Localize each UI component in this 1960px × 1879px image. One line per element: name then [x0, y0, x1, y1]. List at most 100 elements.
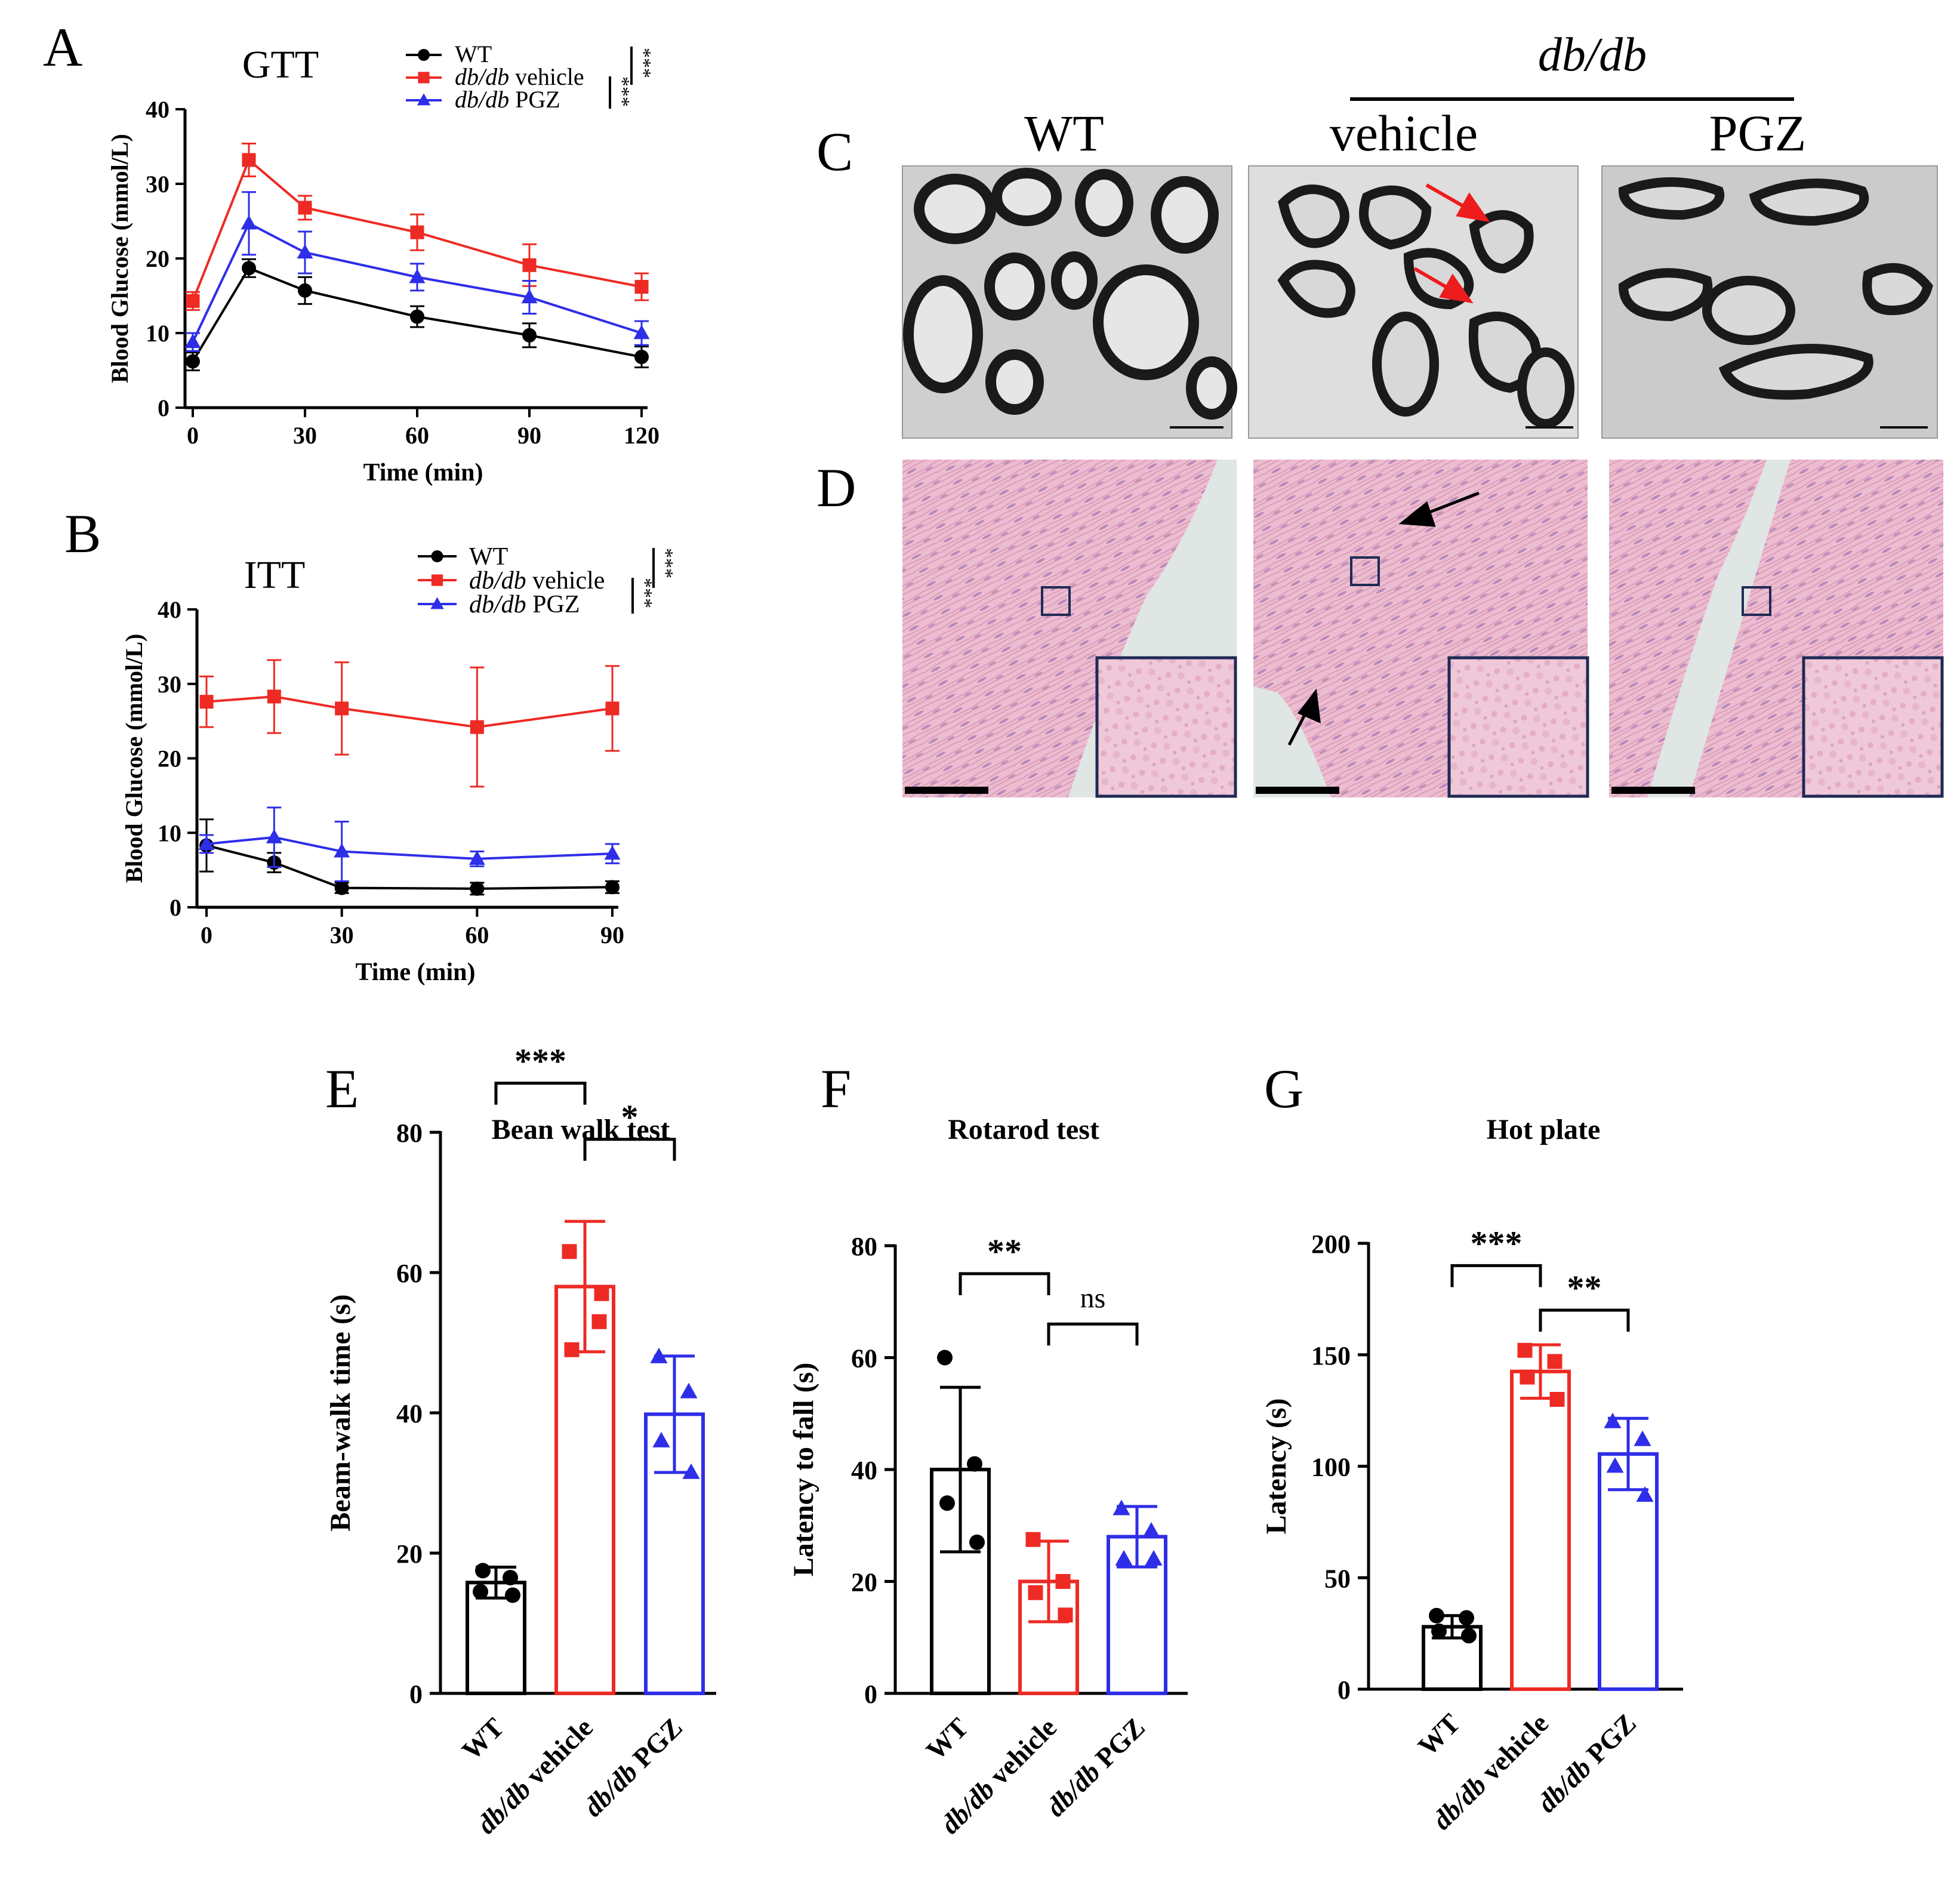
- gtt-series-vehicle: [186, 143, 649, 311]
- hot-plate-y-tick-label: 0: [1338, 1675, 1351, 1705]
- he-roi-box-pgz: [1742, 586, 1771, 616]
- beam-walk-y-tick-label: 60: [396, 1259, 423, 1288]
- gtt-point-pgz: [297, 244, 313, 259]
- hot-plate-comparison-label: ***: [1471, 1224, 1523, 1262]
- gtt-point-vehicle: [634, 279, 649, 294]
- itt-legend-vehicle-label: db/db vehicle: [469, 567, 605, 594]
- itt-x-tick-label: 60: [465, 922, 489, 948]
- itt-legend-marker-pgz: [430, 597, 444, 609]
- gtt-x-tick-label: 30: [293, 422, 317, 449]
- panel-letter-c: C: [816, 121, 853, 182]
- histology-group-label: db/db: [1538, 29, 1647, 81]
- he-scale-bar-pgz: [1611, 787, 1695, 794]
- beam-walk-point-pgz: [650, 1347, 668, 1363]
- itt-legend-wt-label: WT: [469, 543, 508, 571]
- itt-point-pgz: [334, 843, 350, 858]
- gtt-y-tick-label: 30: [146, 171, 170, 198]
- panel-letters: A B C D E F G: [43, 17, 1303, 1119]
- beam-walk-point-wt: [475, 1563, 491, 1579]
- hot-plate-y-tick-label: 50: [1324, 1564, 1351, 1593]
- rotarod-y-tick-label: 60: [851, 1344, 877, 1373]
- hot-plate-comparison-bracket: [1450, 1264, 1542, 1287]
- panel-letter-d: D: [816, 457, 856, 518]
- gtt-chart-title: GTT: [242, 43, 319, 87]
- he-inset-pgz: [1802, 656, 1944, 798]
- rotarod-chart: Rotarod test 0 20 40 60 80 Latency to fall (s)…: [788, 1114, 1188, 1840]
- rotarod-point-wt: [939, 1495, 955, 1511]
- beam-walk-point-pgz: [680, 1382, 698, 1399]
- gtt-legend-vehicle-italic: db/db: [455, 63, 509, 90]
- gtt-point-vehicle: [242, 153, 256, 167]
- rotarod-y-tick-label: 20: [851, 1568, 877, 1597]
- beam-walk-y-axis-label: Beam-walk time (s): [325, 1294, 356, 1531]
- gtt-point-vehicle: [186, 294, 200, 308]
- hot-plate-point-pgz: [1606, 1457, 1624, 1473]
- itt-x-tick-label: 90: [600, 922, 624, 948]
- hot-plate-y-tick-label: 200: [1311, 1230, 1351, 1259]
- hot-plate-chart-title: Hot plate: [1487, 1114, 1601, 1145]
- itt-point-vehicle: [335, 701, 349, 716]
- rotarod-point-vehicle: [1028, 1585, 1043, 1600]
- rotarod-point-vehicle: [1055, 1574, 1071, 1589]
- gtt-legend-marker-wt: [418, 49, 430, 61]
- itt-point-pgz: [469, 850, 485, 865]
- hot-plate-point-vehicle: [1547, 1354, 1563, 1369]
- itt-legend: WT db/db vehicle db/db PGZ *** ***: [418, 543, 677, 618]
- beam-walk-point-vehicle: [562, 1244, 577, 1259]
- itt-x-tick-label: 30: [330, 922, 354, 948]
- beam-walk-comparison-label: ***: [514, 1042, 566, 1080]
- gtt-point-wt: [186, 354, 200, 369]
- rotarod-point-vehicle: [1025, 1532, 1041, 1547]
- itt-y-tick-label: 40: [158, 596, 181, 623]
- hot-plate-point-wt: [1459, 1610, 1474, 1626]
- itt-legend-vehicle-rest: vehicle: [526, 567, 605, 594]
- rotarod-point-pgz: [1115, 1550, 1133, 1566]
- beam-walk-point-wt: [503, 1570, 518, 1586]
- em-image-wt: [902, 165, 1237, 439]
- he-image-vehicle: [1253, 460, 1589, 798]
- he-scale-bar-vehicle: [1256, 787, 1339, 794]
- hot-plate-point-wt: [1461, 1628, 1477, 1644]
- itt-sig-inner: ***: [634, 578, 656, 608]
- rotarod-point-pgz: [1112, 1499, 1130, 1515]
- beam-walk-point-wt: [505, 1587, 520, 1603]
- histology-col-wt: WT: [1024, 104, 1104, 162]
- gtt-legend-marker-pgz: [417, 93, 431, 106]
- gtt-legend-wt-label: WT: [455, 41, 492, 67]
- itt-legend-pgz-label: db/db PGZ: [469, 591, 580, 618]
- panel-letter-a: A: [43, 17, 82, 78]
- histology-panels: db/db WT vehicle PGZ: [902, 29, 1944, 798]
- gtt-point-pgz: [409, 269, 426, 284]
- gtt-legend-pgz-label: db/db PGZ: [455, 86, 560, 113]
- he-roi-box-vehicle: [1350, 556, 1380, 586]
- hot-plate-y-tick-label: 100: [1311, 1453, 1351, 1482]
- rotarod-comparison-bracket: [959, 1272, 1050, 1295]
- hot-plate-point-wt: [1429, 1607, 1444, 1624]
- gtt-legend: WT db/db vehicle db/db PGZ *** ***: [406, 41, 655, 113]
- itt-line-pgz: [206, 836, 613, 860]
- gtt-series-wt: [186, 258, 649, 371]
- gtt-legend-pgz: db/db PGZ: [406, 86, 560, 113]
- gtt-legend-vehicle: db/db vehicle: [406, 63, 584, 90]
- beam-walk-point-vehicle: [564, 1342, 580, 1357]
- hot-plate-comparison-label: **: [1567, 1268, 1602, 1307]
- rotarod-comparison-label: **: [987, 1232, 1022, 1271]
- hot-plate-point-pgz: [1604, 1412, 1622, 1428]
- rotarod-category-label-wt: WT: [920, 1712, 974, 1766]
- itt-x-axis-label: Time (min): [355, 959, 475, 986]
- beam-walk-category-rest: vehicle: [515, 1712, 599, 1795]
- itt-legend-pgz: db/db PGZ: [418, 591, 580, 618]
- gtt-point-vehicle: [410, 225, 424, 239]
- rotarod-y-tick-label: 40: [851, 1456, 877, 1485]
- hot-plate-category-label-wt: WT: [1412, 1708, 1466, 1761]
- gtt-point-pgz: [633, 325, 650, 340]
- gtt-point-wt: [410, 309, 424, 324]
- itt-point-vehicle: [267, 689, 281, 704]
- hot-plate-y-tick-label: 150: [1311, 1341, 1351, 1370]
- hot-plate-y-axis-label: Latency (s): [1261, 1399, 1292, 1535]
- itt-legend-vehicle: db/db vehicle: [418, 567, 605, 594]
- gtt-point-wt: [242, 261, 256, 276]
- panel-letter-f: F: [821, 1058, 851, 1119]
- gtt-line-vehicle: [192, 158, 642, 301]
